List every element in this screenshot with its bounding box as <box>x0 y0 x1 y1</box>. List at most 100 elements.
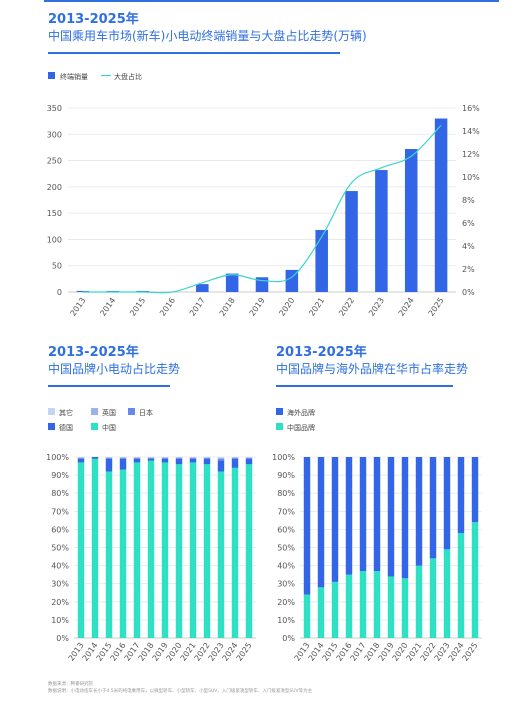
chart1-xtick: 2018 <box>218 296 237 318</box>
chart1-ytick-left: 0 <box>57 288 62 297</box>
chart3-bar-segment <box>303 457 311 595</box>
chart1-bar <box>434 118 448 292</box>
chart2-ytick: 20% <box>51 598 69 607</box>
chart2-ytick: 70% <box>51 507 69 516</box>
chart1-bar <box>196 284 209 292</box>
chart2-bar-segment <box>189 457 197 458</box>
chart2-ytick: 0% <box>56 634 69 643</box>
chart1-xtick: 2016 <box>158 296 177 318</box>
chart2-bar-segment <box>105 471 113 638</box>
chart2-title-block: 2013-2025年 中国品牌小电动占比走势 <box>48 345 180 387</box>
chart2-legend-swatch <box>128 408 135 415</box>
chart1-ytick-right: 12% <box>462 150 480 159</box>
chart3-ytick: 80% <box>277 489 295 498</box>
chart3-bar-segment <box>345 457 353 575</box>
chart1-xtick: 2017 <box>188 296 207 318</box>
chart2-bar-segment <box>161 458 169 463</box>
chart2-bar-segment <box>217 471 225 638</box>
chart3-bar-segment <box>317 457 325 588</box>
chart3-bar-segment <box>387 576 395 638</box>
chart3-bar-segment <box>457 533 465 638</box>
chart2-bar-segment <box>189 457 197 459</box>
chart1-xtick: 2022 <box>337 296 356 318</box>
chart2-bar-segment <box>161 457 169 459</box>
chart3-title: 中国品牌与海外品牌在华市占率走势 <box>276 362 469 376</box>
chart2-bar-segment <box>119 458 127 470</box>
chart1-share-line <box>82 124 442 294</box>
chart1-bar <box>404 149 418 292</box>
chart3-bar-segment <box>359 571 367 638</box>
chart2-bar-segment <box>77 457 85 458</box>
chart1-xtick: 2019 <box>248 296 267 318</box>
chart1-legend-label-line: 大盘占比 <box>114 72 142 81</box>
chart1-bar <box>315 229 328 292</box>
chart3-bar-segment <box>303 594 311 638</box>
chart2-legend-label: 英国 <box>102 408 116 417</box>
chart2-bar-segment <box>203 464 211 638</box>
chart1-title-year: 2013-2025年 <box>48 12 139 27</box>
chart1-bar <box>345 191 358 292</box>
chart2-bar-segment <box>119 457 127 458</box>
chart2-bar-segment <box>105 458 113 472</box>
chart3-bar-segment <box>345 574 353 638</box>
chart2-xtick: 2025 <box>235 641 254 663</box>
chart2-bar-segment <box>105 457 113 459</box>
chart2-bar-segment <box>77 462 85 638</box>
chart1-xtick: 2020 <box>277 296 296 318</box>
chart2-bar-segment <box>231 457 239 459</box>
chart3-bar-segment <box>415 565 423 638</box>
chart1-ytick-left: 350 <box>47 104 62 113</box>
chart1-xtick: 2024 <box>397 296 416 318</box>
chart1-ytick-right: 6% <box>462 219 475 228</box>
chart2-bar-segment <box>217 457 225 458</box>
chart2-bar-segment <box>175 457 183 459</box>
chart3-ytick: 30% <box>277 580 295 589</box>
chart2-bar-segment <box>77 457 85 459</box>
chart1-ytick-right: 2% <box>462 265 475 274</box>
footer-source: 数据来源：腾睿研究院 <box>48 682 93 687</box>
chart2-bar-segment <box>245 458 253 465</box>
chart1-xtick: 2023 <box>367 296 386 318</box>
chart2-bar-segment <box>77 458 85 463</box>
chart2-bar-segment <box>189 462 197 638</box>
chart3-ytick: 90% <box>277 471 295 480</box>
chart2-bar-segment <box>91 458 99 638</box>
chart1-ytick-right: 4% <box>462 242 475 251</box>
chart3-ytick: 40% <box>277 562 295 571</box>
chart3-bar-segment <box>401 578 409 638</box>
chart1-bar <box>285 269 299 292</box>
chart2-legend-swatch <box>48 423 55 430</box>
chart2-bar-segment <box>245 464 253 638</box>
chart1-legend-swatch-bar <box>48 72 55 79</box>
chart2-legend-swatch <box>48 408 55 415</box>
chart1-ytick-right: 8% <box>462 196 475 205</box>
chart2-legend-swatch <box>91 408 98 415</box>
chart3-legend-swatch <box>276 423 283 430</box>
chart2-bar-segment <box>133 458 141 463</box>
chart3-bar-segment <box>373 457 381 572</box>
chart2-legend-label: 中国 <box>102 423 116 432</box>
chart1-ytick-right: 0% <box>462 288 475 297</box>
chart2-ytick: 10% <box>51 616 69 625</box>
chart3-ytick: 60% <box>277 525 295 534</box>
chart3-legend-label: 海外品牌 <box>287 408 315 417</box>
chart1-ytick-left: 150 <box>47 209 62 218</box>
chart3-bar-segment <box>317 587 325 638</box>
chart2-bar-segment <box>245 457 253 459</box>
chart3-ytick: 0% <box>282 634 295 643</box>
chart1-ytick-right: 10% <box>462 173 480 182</box>
chart2-ytick: 30% <box>51 580 69 589</box>
chart3-ytick: 70% <box>277 507 295 516</box>
chart1-ytick-left: 200 <box>47 183 62 192</box>
chart3-ytick: 20% <box>277 598 295 607</box>
chart1-xtick: 2014 <box>98 296 117 318</box>
chart3-ytick: 100% <box>272 453 295 462</box>
chart3-bar-segment <box>429 558 437 638</box>
chart3-ytick: 50% <box>277 544 295 553</box>
chart2-bar-segment <box>147 457 155 458</box>
chart2-bar-segment <box>147 460 155 638</box>
chart2-ytick: 40% <box>51 562 69 571</box>
chart3-bar-segment <box>401 457 409 579</box>
chart3-bar-segment <box>359 457 367 572</box>
chart3-title-block: 2013-2025年 中国品牌与海外品牌在华市占率走势 <box>276 345 468 387</box>
